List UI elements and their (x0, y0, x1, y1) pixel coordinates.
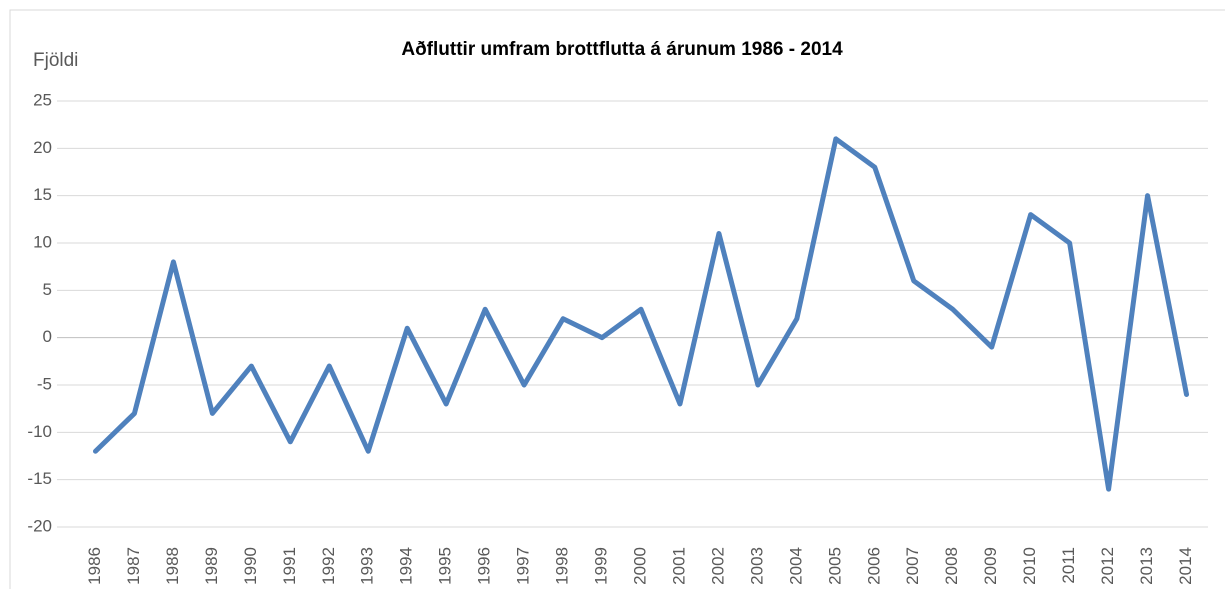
x-tick-label: 1994 (397, 547, 416, 585)
x-tick-label: 1996 (475, 547, 494, 585)
x-tick-label: 2013 (1137, 547, 1156, 585)
x-tick-label: 2002 (708, 547, 727, 585)
x-tick-label: 1999 (592, 547, 611, 585)
x-tick-label: 1988 (163, 547, 182, 585)
chart-title: Aðfluttir umfram brottflutta á árunum 19… (401, 39, 843, 60)
x-tick-label: 1986 (85, 547, 104, 585)
x-tick-label: 1995 (436, 547, 455, 585)
y-tick-label: -10 (27, 422, 52, 441)
x-tick-label: 1990 (241, 547, 260, 585)
x-tick-label: 2006 (864, 547, 883, 585)
x-tick-label: 2012 (1098, 547, 1117, 585)
x-tick-label: 2005 (825, 547, 844, 585)
y-tick-label: -20 (27, 516, 52, 535)
x-tick-label: 1989 (202, 547, 221, 585)
x-tick-label: 1997 (514, 547, 533, 585)
x-tick-label: 2009 (981, 547, 1000, 585)
x-tick-label: 2014 (1176, 547, 1195, 585)
x-tick-label: 1992 (319, 547, 338, 585)
x-tick-label: 2011 (1059, 547, 1078, 584)
y-tick-label: 5 (43, 280, 52, 299)
x-tick-label: 1998 (553, 547, 572, 585)
x-tick-label: 1993 (358, 547, 377, 585)
x-tick-label: 2007 (903, 547, 922, 585)
x-tick-label: 1991 (280, 547, 299, 585)
x-tick-label: 2000 (630, 547, 649, 585)
x-tick-label: 2004 (786, 547, 805, 585)
data-line (92, 136, 1190, 492)
y-tick-label: 20 (33, 138, 52, 157)
x-tick-label: 1987 (124, 547, 143, 585)
x-tick-label: 2008 (942, 547, 961, 585)
y-tick-label: 25 (33, 90, 52, 109)
x-tick-label: 2010 (1020, 547, 1039, 585)
y-tick-label: -5 (37, 374, 52, 393)
x-tick-label: 2003 (747, 547, 766, 585)
chart-frame (9, 9, 1225, 589)
y-axis-label: Fjöldi (33, 50, 78, 71)
y-tick-label: 15 (33, 185, 52, 204)
y-tick-label: -15 (27, 469, 52, 488)
y-tick-label: 10 (33, 232, 52, 251)
y-tick-label: 0 (43, 327, 52, 346)
x-tick-label: 2001 (669, 547, 688, 585)
